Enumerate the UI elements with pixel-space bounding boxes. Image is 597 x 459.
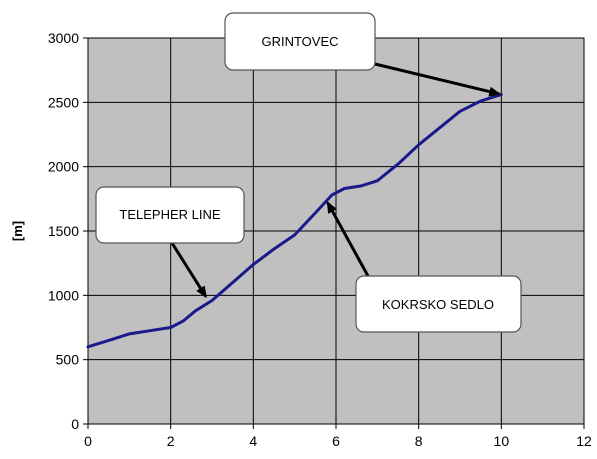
callout-box-grintovec bbox=[224, 12, 376, 71]
callout-telepher-line: TELEPHER LINE bbox=[95, 186, 245, 299]
x-axis: 0 2 4 6 8 10 12 bbox=[84, 424, 592, 449]
arrow-telepher-line bbox=[170, 242, 208, 299]
y-tick-label: 1500 bbox=[48, 223, 79, 239]
series-line bbox=[86, 93, 503, 349]
x-tick-label: 12 bbox=[576, 433, 592, 449]
y-tick-label: 500 bbox=[56, 352, 80, 368]
y-tick-label: 2500 bbox=[48, 94, 79, 110]
y-axis-label: [m] bbox=[10, 221, 25, 241]
annotation-telepher-line: TELEPHER LINE bbox=[119, 207, 220, 222]
callout-kokrsko-sedlo: KOKRSKO SEDLO bbox=[326, 200, 522, 333]
x-tick-label: 8 bbox=[415, 433, 423, 449]
x-tick-label: 4 bbox=[249, 433, 257, 449]
annotation-kokrsko-sedlo: KOKRSKO SEDLO bbox=[382, 297, 494, 312]
x-tick-label: 0 bbox=[84, 433, 92, 449]
y-tick-label: 2000 bbox=[48, 159, 79, 175]
y-tick-label: 3000 bbox=[48, 30, 79, 46]
arrow-grintovec bbox=[374, 62, 502, 97]
callout-box-kokrsko-sedlo bbox=[355, 275, 522, 333]
arrow-kokrsko-sedlo bbox=[326, 200, 370, 277]
x-tick-label: 6 bbox=[332, 433, 340, 449]
callout-box-telepher-line bbox=[95, 186, 245, 244]
annotations: GRINTOVEC TELEPHER LINE KOKRSKO SEDLO bbox=[95, 12, 522, 333]
y-tick-label: 0 bbox=[71, 416, 79, 432]
y-axis: 0 500 1000 1500 2000 2500 3000 bbox=[48, 30, 88, 432]
x-tick-label: 10 bbox=[494, 433, 510, 449]
annotation-grintovec: GRINTOVEC bbox=[261, 34, 338, 49]
y-tick-label: 1000 bbox=[48, 287, 79, 303]
callout-grintovec: GRINTOVEC bbox=[224, 12, 502, 97]
x-tick-label: 2 bbox=[167, 433, 175, 449]
